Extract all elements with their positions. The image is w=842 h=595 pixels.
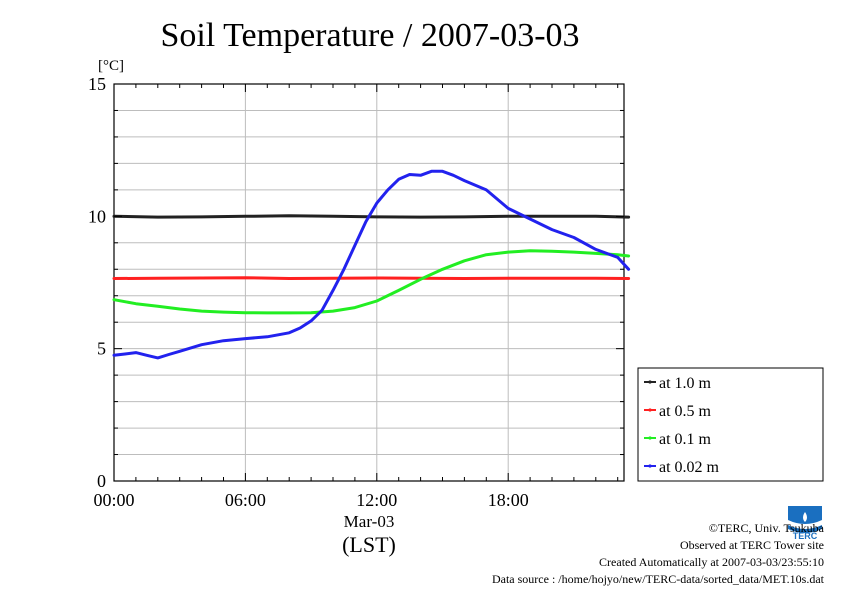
- x-tick-label: 18:00: [488, 490, 529, 510]
- y-tick-label: 0: [97, 471, 106, 491]
- y-tick-label: 5: [97, 339, 106, 359]
- grid-lines: [113, 83, 625, 482]
- x-tick-label: 00:00: [93, 490, 134, 510]
- series-line-2: [112, 276, 631, 280]
- x-tick-label: 12:00: [356, 490, 397, 510]
- y-axis: 0 5 10 15: [88, 74, 624, 491]
- series-line-3: [112, 249, 631, 315]
- terc-logo-icon: TERC: [784, 503, 826, 541]
- chart-title: Soil Temperature / 2007-03-03: [160, 17, 579, 54]
- legend-marker: [648, 436, 652, 440]
- legend-marker: [648, 408, 652, 412]
- plot-frame: [113, 83, 625, 482]
- copyright-text: ©TERC, Univ. Tsukuba: [708, 521, 824, 535]
- plot-area: [112, 169, 631, 360]
- legend-label: at 0.5 m: [659, 403, 712, 420]
- legend-marker: [648, 464, 652, 468]
- terc-logo: TERC: [784, 503, 826, 541]
- legend-label: at 1.0 m: [659, 375, 712, 392]
- observed-text: Observed at TERC Tower site: [679, 538, 824, 552]
- legend-label: at 0.1 m: [659, 431, 712, 448]
- legend-box: [637, 367, 824, 482]
- logo-text: TERC: [793, 531, 818, 541]
- y-tick-label: 10: [88, 206, 106, 226]
- created-text: Created Automatically at 2007-03-03/23:5…: [599, 555, 824, 569]
- legend-label: at 0.02 m: [659, 459, 720, 476]
- x-date-label: Mar-03: [344, 512, 395, 531]
- source-text: Data source : /home/hojyo/new/TERC-data/…: [491, 572, 824, 586]
- x-tick-label: 06:00: [225, 490, 266, 510]
- series-line-1: [112, 214, 631, 219]
- legend-marker: [648, 380, 652, 384]
- x-axis: 00:00 06:00 12:00 18:00: [93, 84, 619, 510]
- x-axis-label: (LST): [342, 532, 396, 557]
- legend: at 1.0 m at 0.5 m at 0.1 m at 0.02 m: [637, 367, 824, 482]
- series-line-4: [112, 169, 631, 360]
- y-tick-label: 15: [88, 74, 106, 94]
- y-unit-label: [°C]: [98, 58, 124, 74]
